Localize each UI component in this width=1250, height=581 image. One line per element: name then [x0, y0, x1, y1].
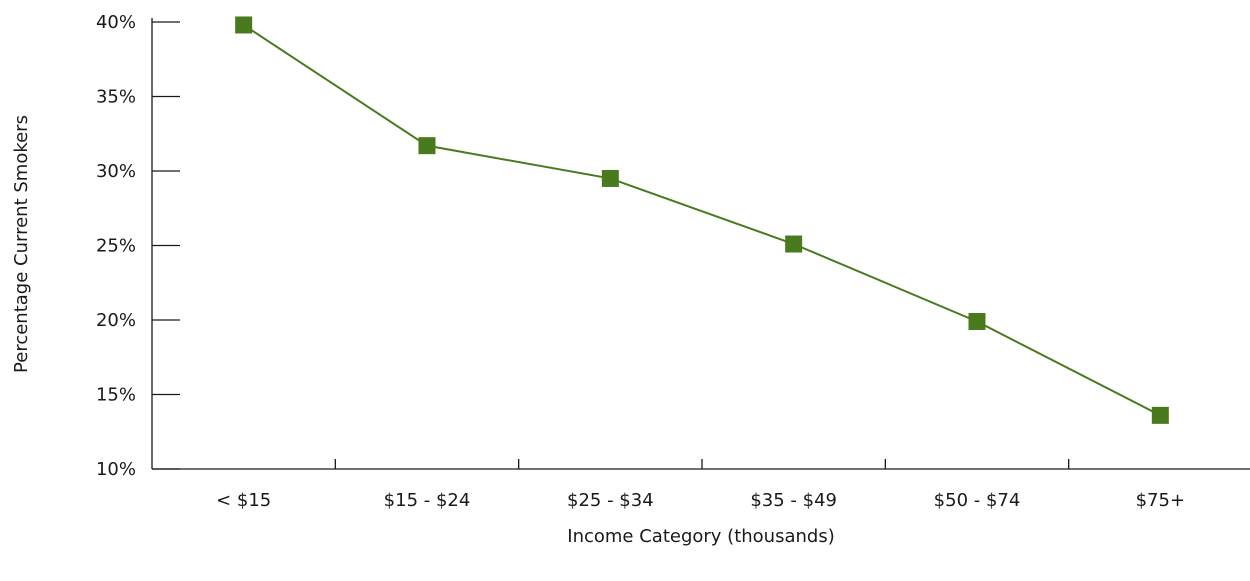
- y-axis: 10% 15% 20% 25% 30% 35% 40%: [96, 12, 180, 480]
- y-tick-label: 30%: [96, 161, 136, 182]
- x-tick-label: $75+: [1136, 490, 1185, 511]
- x-tick-label: $15 - $24: [384, 490, 471, 511]
- data-point: [235, 16, 253, 34]
- y-tick-label: 35%: [96, 87, 136, 108]
- x-tick-label: $25 - $34: [567, 490, 654, 511]
- y-tick-label: 40%: [96, 12, 136, 33]
- data-point: [601, 169, 619, 187]
- data-point: [1151, 406, 1169, 424]
- y-tick-label: 20%: [96, 310, 136, 331]
- x-tick-label: $35 - $49: [750, 490, 837, 511]
- x-tick-label: $50 - $74: [934, 490, 1021, 511]
- data-point: [418, 137, 436, 155]
- series-path: [243, 24, 1161, 417]
- data-point: [785, 235, 803, 253]
- y-tick-label: 10%: [96, 459, 136, 480]
- series-line: [235, 16, 1169, 424]
- y-tick-label: 15%: [96, 385, 136, 406]
- data-point: [968, 312, 986, 330]
- x-tick-label: < $15: [216, 490, 271, 511]
- y-tick-label: 25%: [96, 236, 136, 257]
- y-axis-title: Percentage Current Smokers: [11, 115, 32, 373]
- x-axis-title: Income Category (thousands): [567, 526, 834, 547]
- x-axis: < $15 $15 - $24 $25 - $34 $35 - $49 $50 - $7…: [152, 459, 1250, 511]
